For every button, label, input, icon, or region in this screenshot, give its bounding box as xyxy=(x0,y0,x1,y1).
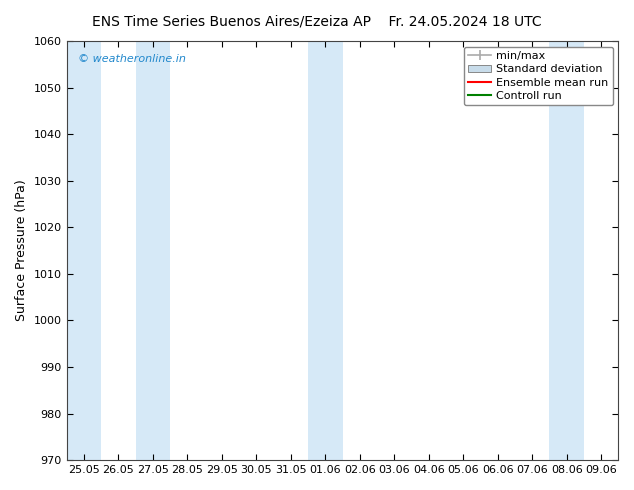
Bar xyxy=(67,41,101,460)
Bar xyxy=(550,41,584,460)
Y-axis label: Surface Pressure (hPa): Surface Pressure (hPa) xyxy=(15,180,28,321)
Legend: min/max, Standard deviation, Ensemble mean run, Controll run: min/max, Standard deviation, Ensemble me… xyxy=(464,47,613,105)
Bar xyxy=(136,41,170,460)
Text: © weatheronline.in: © weatheronline.in xyxy=(77,53,186,64)
Bar xyxy=(308,41,342,460)
Text: ENS Time Series Buenos Aires/Ezeiza AP    Fr. 24.05.2024 18 UTC: ENS Time Series Buenos Aires/Ezeiza AP F… xyxy=(92,15,542,29)
